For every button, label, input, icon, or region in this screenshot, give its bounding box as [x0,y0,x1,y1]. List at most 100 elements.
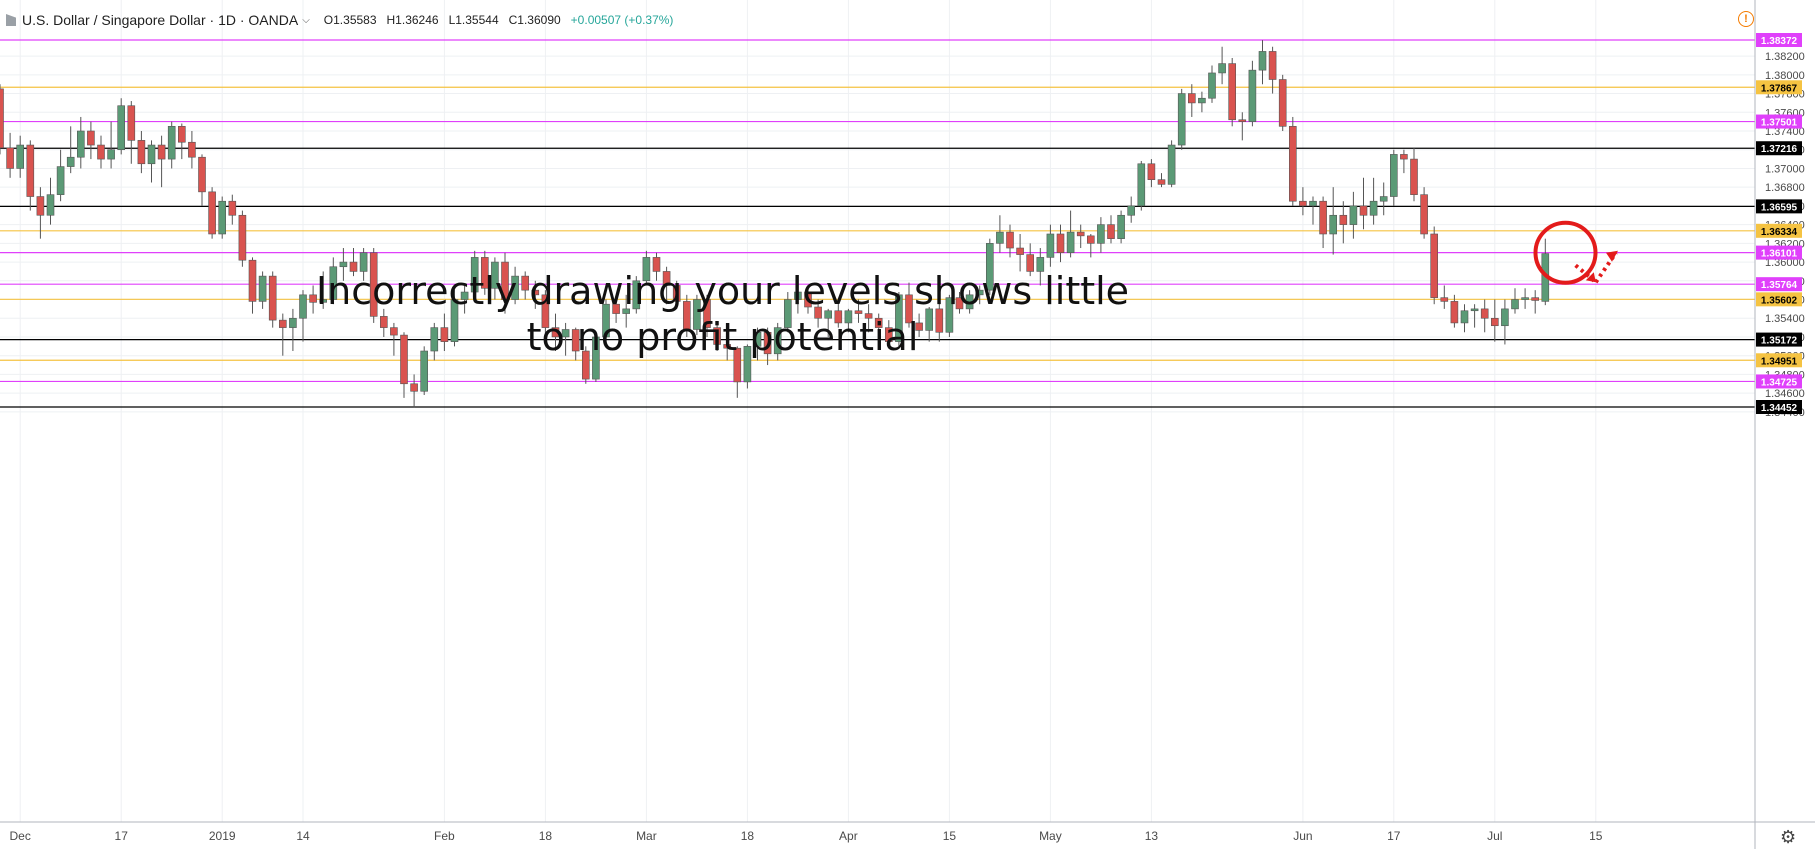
price-level-label: 1.37216 [1761,144,1798,155]
x-tick-label: Apr [839,829,858,843]
candle-body [369,252,378,317]
candle-body [1440,297,1449,302]
grid-lines [0,0,1755,822]
candle-body [693,299,701,330]
price-level-label: 1.34951 [1761,356,1798,367]
candle-body [571,329,580,352]
candle-body [753,331,762,347]
price-level-label: 1.38372 [1761,36,1798,47]
x-tick-label: 15 [943,829,957,843]
candle-body [1470,308,1479,312]
candle-body [1066,231,1075,254]
candle-body [289,317,297,328]
candle-body [824,310,833,319]
candle-body [0,88,4,149]
candle-body [208,191,216,235]
price-level-label: 1.37867 [1761,83,1798,94]
candle-body [1501,308,1509,327]
candle-body [1268,51,1277,80]
symbol-icon [6,14,16,26]
price-level-label-bg [1756,80,1802,95]
price-level-label-bg [1756,114,1802,129]
x-tick-label: Mar [636,829,657,843]
price-level-label: 1.35602 [1761,295,1798,306]
candle-body [137,140,146,165]
x-tick-label: 13 [1145,829,1159,843]
candle-body [1087,235,1095,244]
candle-body [672,285,681,302]
candle-body [6,147,14,169]
candle-body [390,327,398,336]
candle-body [925,308,934,331]
candle-body [996,231,1004,244]
candle-body [107,149,115,160]
candle-body [480,257,489,289]
price-level-label: 1.34725 [1761,377,1798,388]
candle-body [430,327,439,352]
candle-body [1046,233,1055,258]
candle-body [278,319,287,328]
price-level-label-bg [1756,245,1802,260]
chevron-down-icon[interactable]: ⌵ [302,14,310,26]
candlesticks [0,40,1550,408]
candle-body [16,144,25,169]
x-tick-label: 2019 [209,829,236,843]
x-tick-label: 18 [539,829,553,843]
candle-body [551,327,560,338]
candle-body [1309,200,1317,207]
candle-body [975,289,984,296]
candle-body [420,350,429,392]
candle-body [864,313,873,319]
candle-body [218,200,226,235]
candle-body [379,316,388,328]
candle-body [46,194,55,216]
x-tick-label: 15 [1589,829,1603,843]
candle-body [733,347,742,383]
price-level-label-bg [1756,332,1802,347]
candle-body [309,294,317,303]
y-tick-label: 1.38000 [1765,70,1805,82]
candle-body [198,156,206,193]
candle-body [188,141,196,158]
y-tick-label: 1.37000 [1765,163,1805,175]
candle-body [1480,308,1489,319]
x-tick-label: Jul [1487,829,1502,843]
candle-body [238,214,247,261]
candle-body [1258,51,1267,71]
candle-body [87,130,95,146]
candle-body [1056,233,1065,254]
candle-body [612,303,620,314]
candle-body [1218,63,1226,74]
y-tick-label: 1.37400 [1765,126,1805,138]
x-tick-label: 14 [296,829,310,843]
candle-body [743,346,752,383]
price-level-label-bg [1756,199,1802,214]
price-level-label: 1.34452 [1761,403,1798,414]
candle-body [400,334,408,385]
annotation-line-1: Incorrectly drawing your levels shows li… [315,269,1130,313]
candle-body [410,383,418,392]
candle-body [874,317,883,328]
x-tick-label: Jun [1293,829,1312,843]
candle-body [844,310,853,324]
projection-up-arrowhead [1606,250,1618,262]
candle-body [127,105,136,141]
candle-body [1319,200,1327,235]
candle-body [1400,154,1408,160]
candle-body [682,301,691,330]
gear-icon[interactable]: ⚙ [1780,827,1797,847]
candle-body [511,275,519,300]
price-level-label-bg [1756,223,1802,238]
candle-body [935,308,944,333]
x-tick-label: Feb [434,829,455,843]
candle-body [985,243,994,291]
symbol-title[interactable]: U.S. Dollar / Singapore Dollar · 1D · OA… [22,12,299,28]
annotation-line-2: to no profit potential [526,315,919,359]
candle-body [541,294,550,328]
warning-icon[interactable]: ! [1738,11,1754,27]
candle-body [1329,214,1337,235]
price-level-label-bg [1756,141,1802,156]
symbol-legend[interactable]: U.S. Dollar / Singapore Dollar · 1D · OA… [6,10,673,30]
candle-body [1026,254,1034,272]
